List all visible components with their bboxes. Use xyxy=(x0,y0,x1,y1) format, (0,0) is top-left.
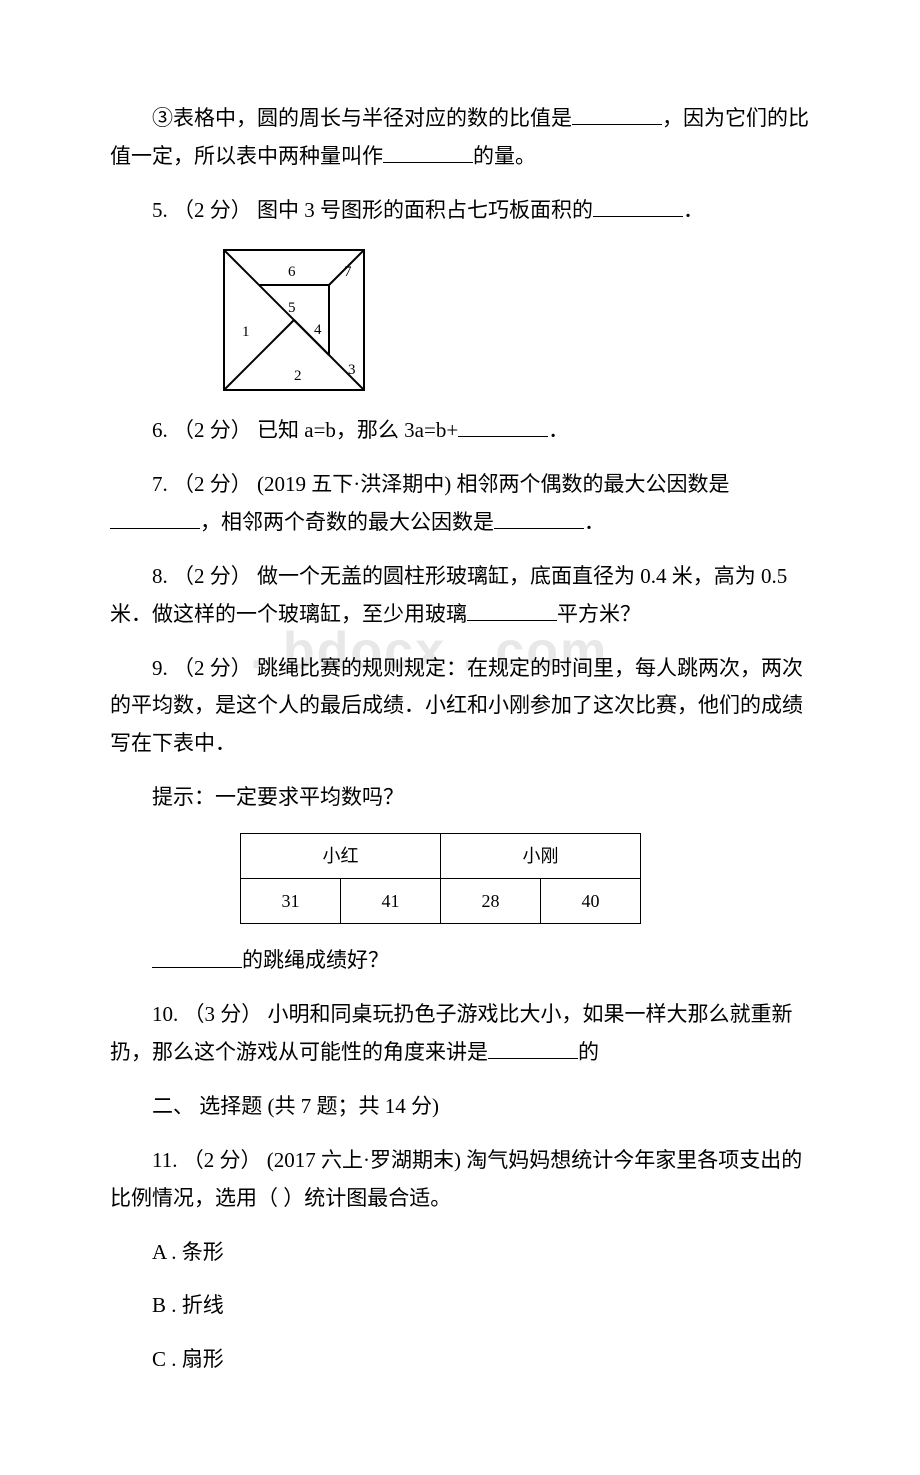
q5: 5. （2 分） 图中 3 号图形的面积占七巧板面积的 ． xyxy=(110,192,810,230)
q7-text-a: 7. （2 分） (2019 五下·洪泽期中) 相邻两个偶数的最大公因数是 xyxy=(110,466,729,504)
q4-3-blank2 xyxy=(383,138,473,163)
cell-1: 41 xyxy=(341,879,441,924)
q9-stem: 9. （2 分） 跳绳比赛的规则规定：在规定的时间里，每人跳两次，两次的平均数，… xyxy=(110,650,810,763)
q4-3-blank1 xyxy=(572,100,662,125)
q11-opt-c: C . 扇形 xyxy=(110,1341,810,1379)
q6: 6. （2 分） 已知 a=b，那么 3a=b+ ． xyxy=(110,412,810,450)
q4-3-prefix: ③表格中，圆的周长与半径对应的数的比值是 xyxy=(152,106,572,130)
th-xiaohong: 小红 xyxy=(241,833,441,878)
q4-sub3: ③表格中，圆的周长与半径对应的数的比值是，因为它们的比值一定，所以表中两种量叫作… xyxy=(110,100,810,176)
q9-hint: 提示：一定要求平均数吗？ xyxy=(110,779,810,817)
th-xiaogang: 小刚 xyxy=(441,833,641,878)
q10: 10. （3 分） 小明和同桌玩扔色子游戏比大小，如果一样大那么就重新扔，那么这… xyxy=(110,996,810,1072)
q7-blank1 xyxy=(110,504,200,529)
q6-text-a: 6. （2 分） 已知 a=b，那么 3a=b+ xyxy=(152,418,458,442)
table-header-row: 小红 小刚 xyxy=(241,833,641,878)
q10-text-a: 10. （3 分） 小明和同桌玩扔色子游戏比大小，如果一样大那么就重新扔，那么这… xyxy=(110,1002,793,1064)
q9-tail: 的跳绳成绩好？ xyxy=(110,942,810,980)
q5-blank xyxy=(593,192,683,217)
svg-text:2: 2 xyxy=(294,368,302,384)
q6-text-b: ． xyxy=(548,418,569,442)
q8-blank xyxy=(467,596,557,621)
svg-text:1: 1 xyxy=(242,324,250,340)
table-data-row: 31 41 28 40 xyxy=(241,879,641,924)
svg-text:7: 7 xyxy=(344,264,352,280)
q8-text-b: 平方米？ xyxy=(557,602,641,626)
q7: 7. （2 分） (2019 五下·洪泽期中) 相邻两个偶数的最大公因数是 ，相… xyxy=(110,466,810,542)
q8: 8. （2 分） 做一个无盖的圆柱形玻璃缸，底面直径为 0.4 米，高为 0.5… xyxy=(110,558,810,634)
q8-text-a: 8. （2 分） 做一个无盖的圆柱形玻璃缸，底面直径为 0.4 米，高为 0.5… xyxy=(110,564,787,626)
q10-blank xyxy=(488,1034,578,1059)
section-2-heading: 二、 选择题 (共 7 题；共 14 分) xyxy=(110,1088,810,1126)
q7-text-b: ，相邻两个奇数的最大公因数是 xyxy=(200,510,494,534)
q11-opt-b: B . 折线 xyxy=(110,1287,810,1325)
q9-tail-b: 的跳绳成绩好？ xyxy=(242,949,389,973)
q7-text-c: ． xyxy=(584,510,605,534)
q5-text-b: ． xyxy=(683,198,704,222)
q9-blank xyxy=(152,942,242,967)
svg-text:3: 3 xyxy=(348,362,356,378)
q10-text-b: 的 xyxy=(578,1040,599,1064)
q11-opt-a: A . 条形 xyxy=(110,1234,810,1272)
q7-blank2 xyxy=(494,504,584,529)
cell-3: 40 xyxy=(541,879,641,924)
svg-text:6: 6 xyxy=(288,264,296,280)
q4-3-suffix: 的量。 xyxy=(473,144,536,168)
cell-0: 31 xyxy=(241,879,341,924)
q9-table: 小红 小刚 31 41 28 40 xyxy=(240,833,641,925)
svg-text:4: 4 xyxy=(314,322,322,338)
q11-stem: 11. （2 分） (2017 六上·罗湖期末) 淘气妈妈想统计今年家里各项支出… xyxy=(110,1142,810,1218)
q5-text-a: 5. （2 分） 图中 3 号图形的面积占七巧板面积的 xyxy=(152,198,593,222)
svg-text:5: 5 xyxy=(288,300,296,316)
cell-2: 28 xyxy=(441,879,541,924)
q6-blank xyxy=(458,412,548,437)
tangram-figure: 1 2 3 4 5 6 7 xyxy=(220,246,368,394)
